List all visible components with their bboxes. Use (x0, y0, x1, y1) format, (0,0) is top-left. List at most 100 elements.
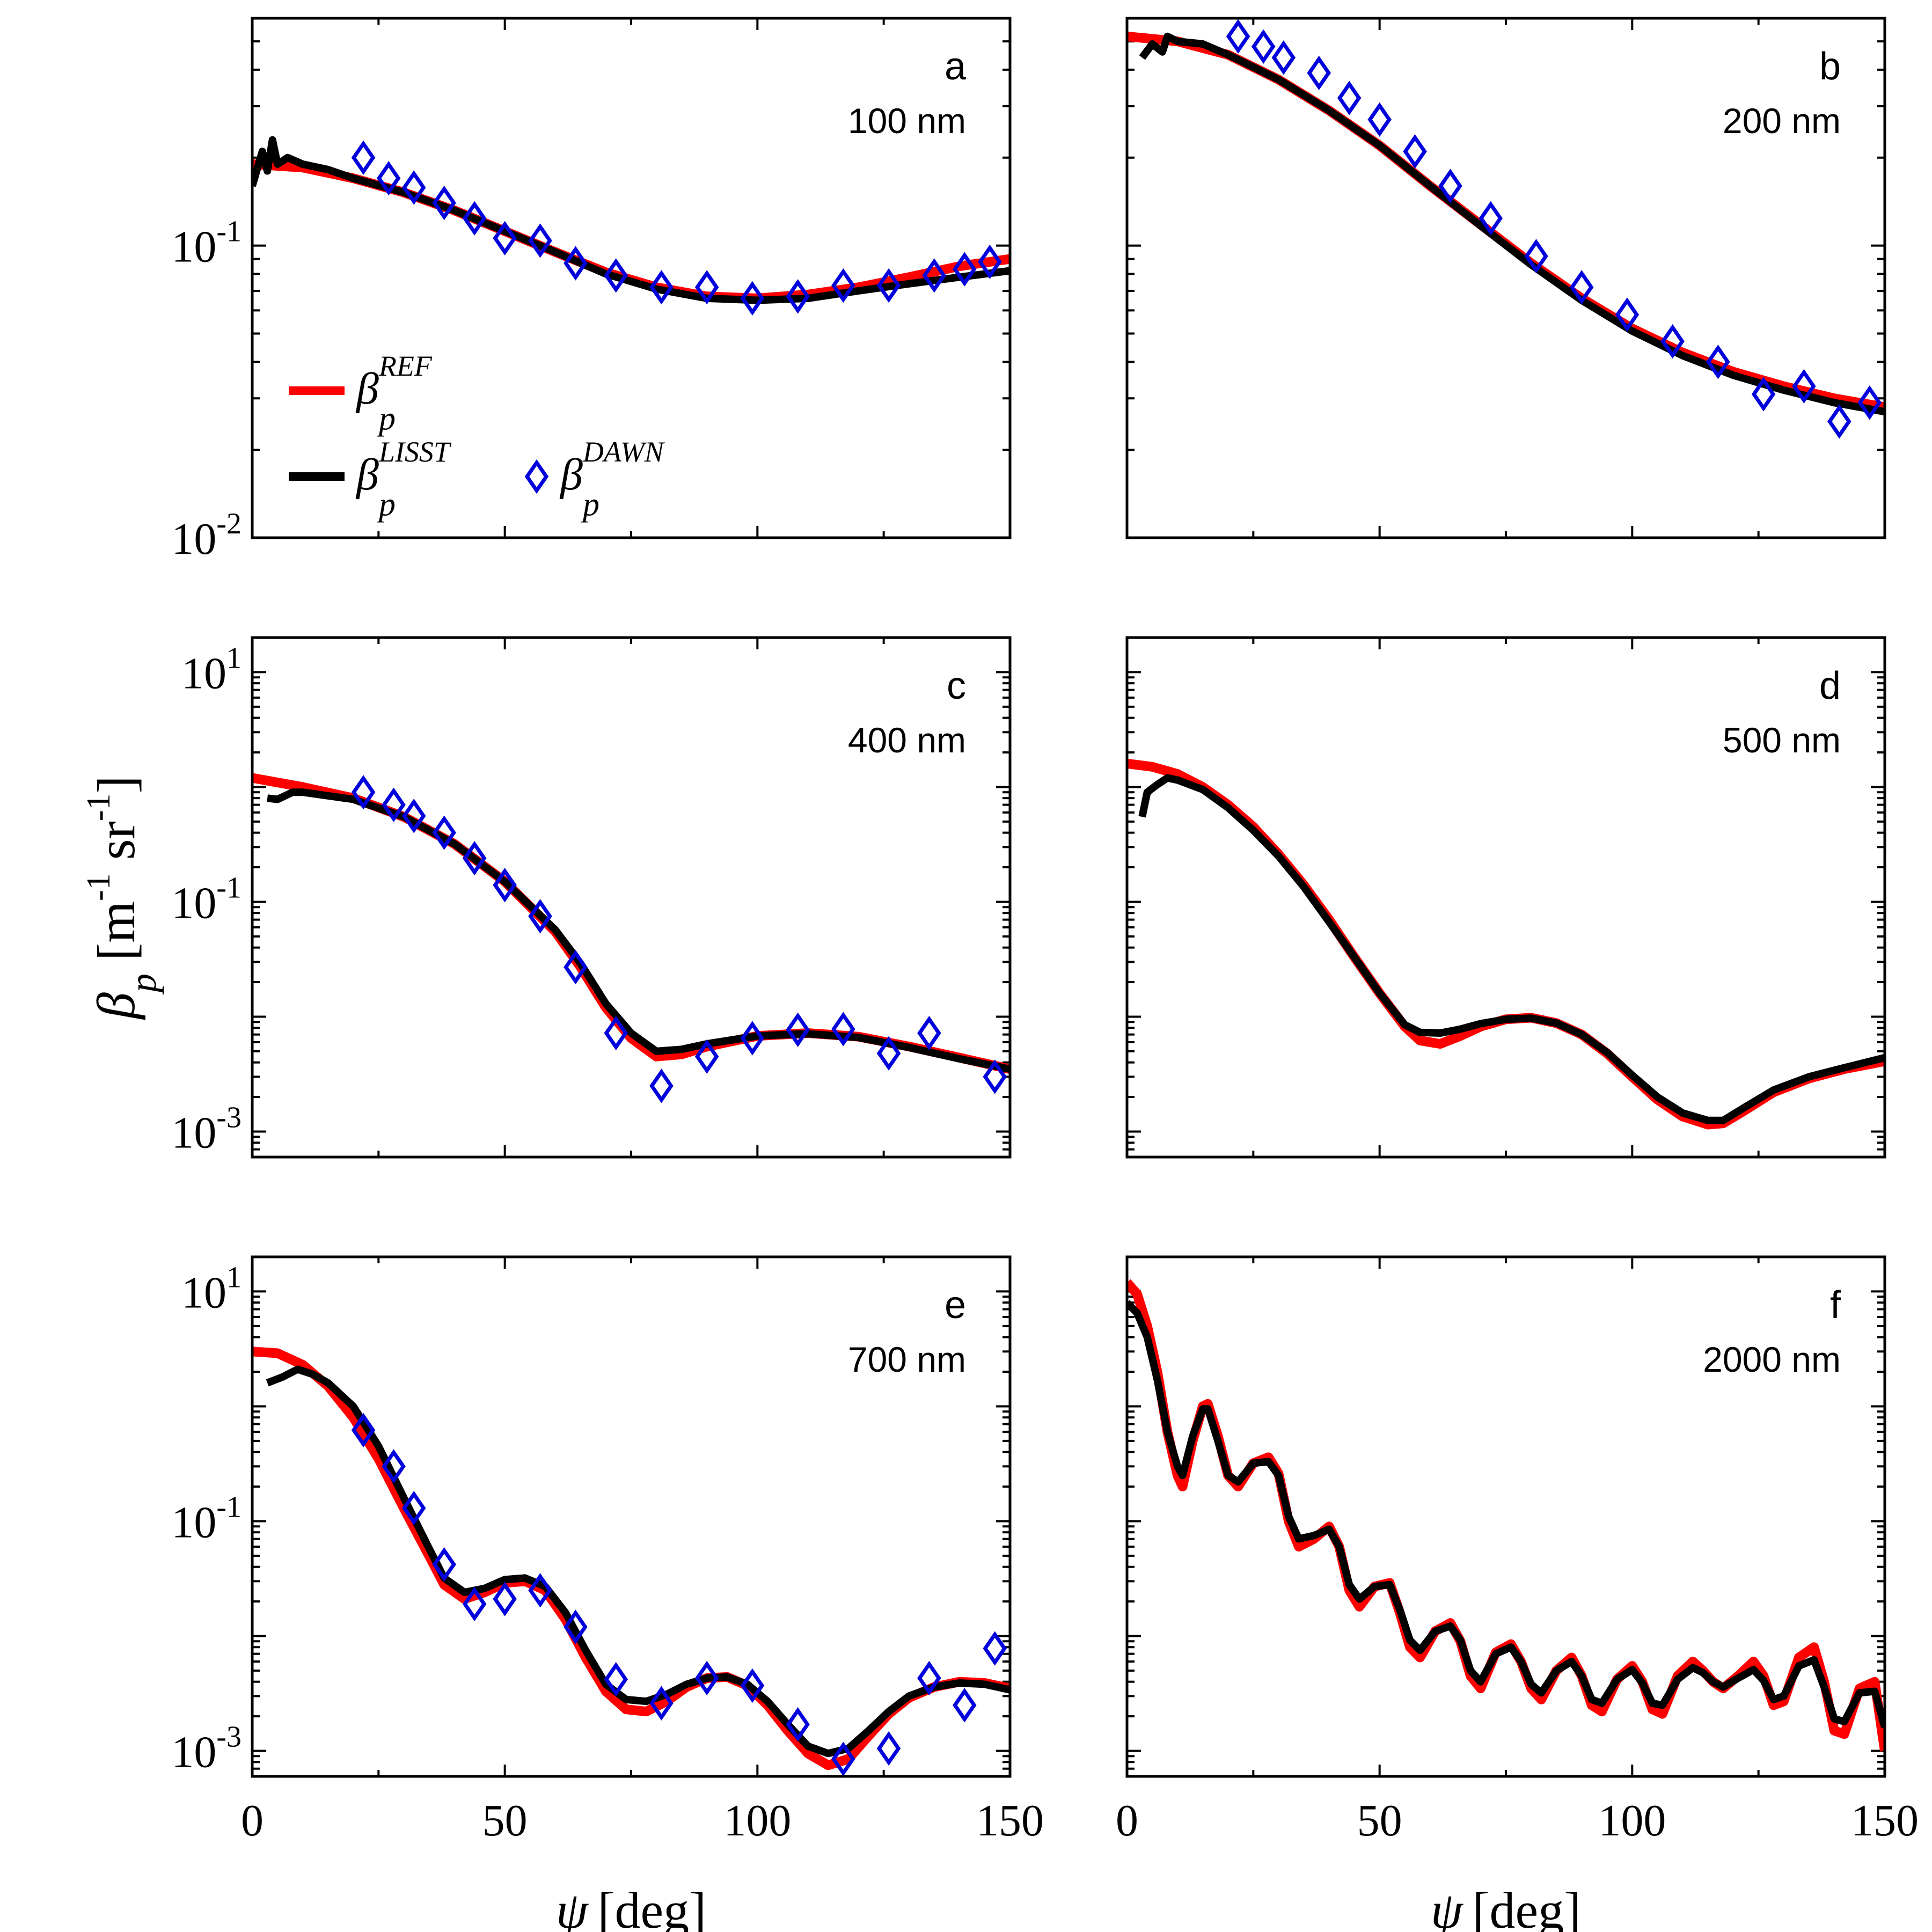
panel-b-dawn-point (1337, 80, 1362, 115)
panel-e-xtick-label: 150 (976, 1796, 1044, 1846)
panel-c-dawn-point (564, 950, 588, 985)
panel-b-dawn-point (1271, 40, 1296, 75)
panel-e-dawn-point (462, 1586, 487, 1621)
panel-b-dawn-point (1403, 134, 1427, 169)
panel-d-size-label: 500 nm (1723, 720, 1841, 760)
panel-c-frame (251, 636, 1012, 1159)
panel-b-dawn-point (1479, 201, 1503, 236)
panel-c-ytick-label: 10-3 (171, 1101, 241, 1158)
panel-c-dawn-point (432, 815, 456, 850)
panel-b-ref-line (1127, 31, 1885, 412)
panel-a-dawn-point (493, 221, 517, 255)
panel-e-dawn-point (351, 1413, 376, 1448)
panel-b: b 200 nm (1125, 17, 1886, 539)
legend-dawn-label: βDAWN p (559, 436, 665, 523)
panel-e-frame (251, 1255, 1012, 1778)
panel-b-ticks (1126, 17, 1886, 539)
panel-e-dawn-point (740, 1668, 765, 1703)
panel-b-dawn-point (1706, 345, 1730, 379)
panel-e-ytick-label: 101 (181, 1261, 241, 1318)
panel-d: d 500 nm (1125, 636, 1886, 1159)
panel-f-size-label: 2000 nm (1703, 1340, 1841, 1379)
panel-e-dawn-point (401, 1490, 426, 1526)
panel-a-plot (252, 136, 1010, 316)
panel-e-dawn-point (382, 1449, 406, 1484)
panel-b-dawn-point (1827, 404, 1851, 439)
panel-a-ytick-label: 10-2 (171, 507, 241, 564)
panel-a-ytick-label: 10-1 (171, 215, 241, 272)
panel-c-plot (252, 773, 1010, 1103)
panel-f-plot (1127, 1279, 1885, 1752)
panel-e-lisst-line (266, 1365, 1010, 1758)
panel-c-dawn-point (876, 1036, 901, 1071)
panel-a-dawn-point (564, 246, 588, 281)
panel-a-dawn-point (604, 258, 628, 293)
panel-d-ticks (1126, 636, 1886, 1158)
panel-e: e 700 nm 10-3 10-1 101 0 50 100 150 (171, 1255, 1044, 1846)
panel-c-letter: c (947, 664, 966, 707)
panel-c-dawn-point (382, 787, 406, 822)
panel-a-dawn-point (831, 268, 855, 303)
panel-b-frame (1125, 17, 1886, 539)
panel-e-dawn-point (983, 1631, 1007, 1666)
x-axis-label-left: ψ [deg] (556, 1882, 706, 1932)
panel-c-dawn-point (694, 1039, 719, 1074)
panel-e-dawn-point (917, 1660, 941, 1696)
panel-b-dawn-point (1857, 385, 1882, 420)
panel-b-dawn-point (1438, 169, 1462, 203)
panel-e-letter: e (945, 1284, 966, 1327)
panel-f-letter: f (1830, 1284, 1841, 1327)
legend-dawn-marker (524, 459, 549, 494)
panel-d-frame (1125, 636, 1886, 1159)
panel-a-dawn-point (740, 281, 765, 316)
legend: βREF p βLISST p βDAWN p (289, 350, 665, 523)
panel-d-lisst-line (1138, 774, 1885, 1124)
y-axis-label: βp[m-1 sr-1] (80, 775, 164, 1020)
panel-e-dawn-point (432, 1547, 456, 1582)
panel-e-xtick-label: 50 (482, 1796, 528, 1846)
panel-c-dawn-point (831, 1012, 855, 1046)
panel-e-dawn-point (953, 1688, 977, 1723)
panel-f-xtick-label: 50 (1357, 1796, 1402, 1846)
panel-e-dawn-point (876, 1731, 901, 1766)
panel-c-dawn-point (786, 1012, 810, 1047)
panel-b-dawn-point (1792, 369, 1816, 404)
panel-c-dawn-point (649, 1069, 674, 1103)
panel-c-ref-line (252, 773, 1010, 1074)
panel-e-xtick-label: 0 (241, 1796, 264, 1846)
panel-e-dawn-point (786, 1707, 810, 1742)
panel-a-letter: a (945, 45, 967, 88)
panel-c-ytick-label: 101 (181, 641, 241, 698)
panel-f-xtick-label: 0 (1116, 1796, 1138, 1846)
panel-b-plot (1127, 19, 1885, 439)
panel-c-size-label: 400 nm (848, 720, 966, 760)
panel-c-ticks (251, 636, 1011, 1158)
panel-b-letter: b (1819, 45, 1841, 88)
legend-ref-label: βREF p (355, 350, 433, 437)
panel-b-dawn-point (1569, 270, 1594, 305)
legend-lisst-label: βLISST p (355, 436, 452, 523)
panel-a-dawn-point (401, 170, 426, 205)
panel-e-dawn-point (493, 1582, 517, 1616)
panel-a-frame (251, 17, 1012, 539)
panel-a-dawn-point (922, 258, 947, 293)
panel-a-dawn-point (376, 161, 401, 196)
panel-a-dawn-point (528, 223, 552, 258)
panel-f-xtick-label: 150 (1851, 1796, 1919, 1846)
panel-a-dawn-point (462, 201, 487, 236)
panel-b-dawn-point (1660, 324, 1685, 359)
panel-a-dawn-point (694, 270, 719, 305)
panel-c-dawn-point (462, 840, 487, 876)
panel-a-dawn-point (786, 279, 810, 314)
panel-c-dawn-point (917, 1015, 941, 1051)
panel-a-dawn-point (432, 185, 456, 221)
panel-f-xtick-label: 100 (1598, 1796, 1666, 1846)
panel-e-dawn-point (694, 1660, 719, 1696)
panel-e-dawn-point (564, 1609, 588, 1644)
panel-a-dawn-point (351, 140, 376, 175)
panel-a: a 100 nm 10-2 10-1 (171, 17, 1012, 564)
panel-d-plot (1127, 758, 1885, 1130)
panel-c-dawn-point (351, 775, 376, 810)
panel-a-dawn-point (649, 270, 674, 305)
panel-b-size-label: 200 nm (1723, 101, 1841, 141)
